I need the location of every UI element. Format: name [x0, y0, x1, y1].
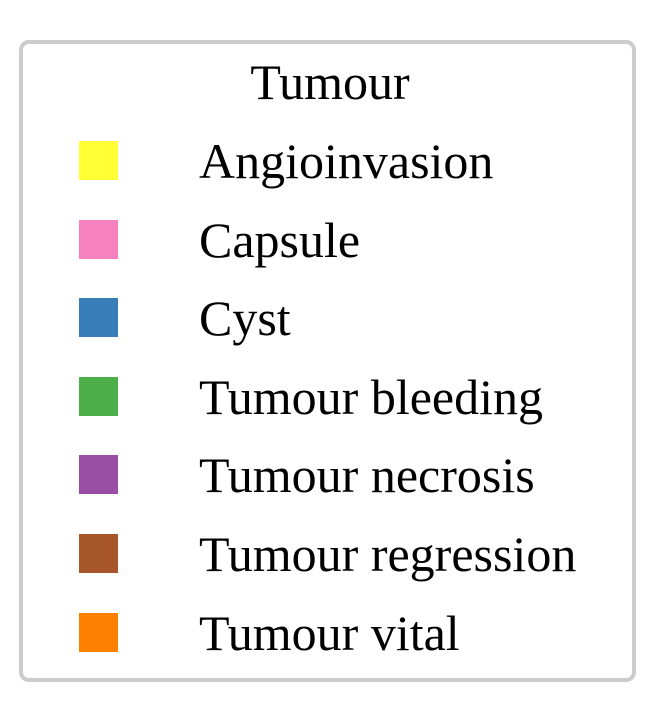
legend-title: Tumour: [0, 52, 660, 112]
legend-item: Tumour regression: [0, 515, 660, 593]
legend-box: [19, 40, 636, 682]
legend-swatch: [79, 219, 118, 259]
legend-item: Tumour necrosis: [0, 436, 660, 514]
legend-swatch: [79, 298, 118, 338]
legend-item: Angioinvasion: [0, 122, 660, 200]
legend-swatch: [79, 141, 118, 180]
legend-swatch: [79, 534, 118, 573]
legend-item: Cyst: [0, 279, 660, 357]
legend-swatch: [79, 612, 118, 652]
legend-swatch: [79, 376, 118, 416]
legend-item: Capsule: [0, 201, 660, 279]
legend-label: Cyst: [199, 290, 291, 347]
legend-item: Tumour bleeding: [0, 358, 660, 436]
legend-label: Tumour bleeding: [199, 368, 543, 425]
legend-label: Tumour regression: [199, 526, 577, 582]
legend-label: Angioinvasion: [199, 133, 494, 189]
legend-item: Tumour vital: [0, 594, 660, 672]
legend-title-text: Tumour: [250, 54, 410, 110]
legend-label: Tumour vital: [199, 604, 460, 661]
legend-label: Tumour necrosis: [199, 447, 535, 504]
legend-swatch: [79, 455, 118, 495]
legend-label: Capsule: [199, 211, 361, 268]
